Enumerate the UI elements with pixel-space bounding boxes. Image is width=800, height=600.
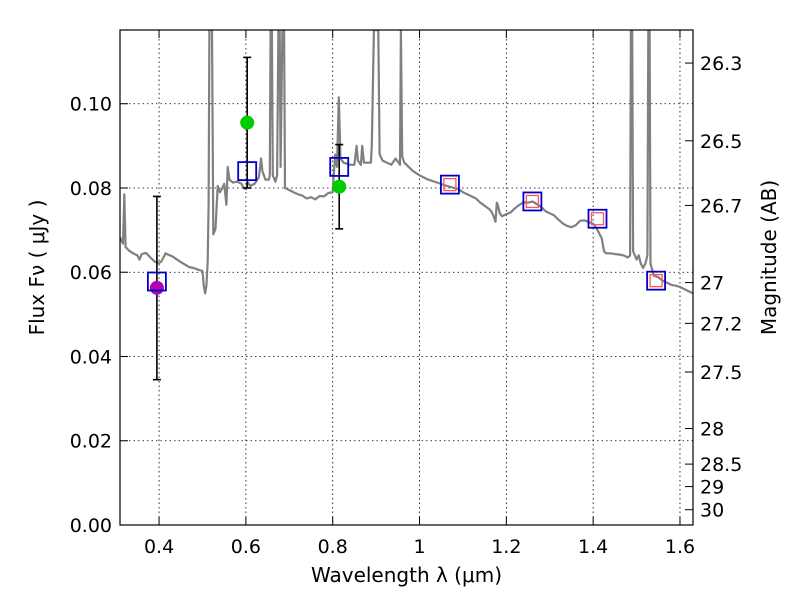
- y2-tick-label: 27.5: [700, 362, 742, 384]
- model-flux-square: [329, 157, 350, 177]
- photometry-series: [146, 56, 667, 381]
- plot-area-frame: [119, 29, 694, 526]
- spectrum-line: [120, 30, 693, 295]
- y2-tick-label: 27: [700, 273, 724, 295]
- x-tick-label: 0.4: [144, 536, 174, 558]
- y-tick-label: 0.06: [70, 262, 112, 284]
- y2-tick-label: 28: [700, 418, 724, 440]
- axis-ticks: 0.4 0.6 0.8 1 1.2 1.4 1.6 0.00 0.02 0.04 0.06 0.08 0…: [70, 30, 742, 558]
- y-tick-label: 0.00: [70, 515, 112, 537]
- x-tick-label: 0.6: [231, 536, 261, 558]
- y2-axis-title: Magnitude (AB): [757, 180, 781, 335]
- model-flux-square: [146, 271, 167, 292]
- model-flux-square: [522, 191, 543, 212]
- y2-tick-label: 26.3: [700, 53, 742, 75]
- y2-tick-label: 27.2: [700, 313, 742, 335]
- y2-tick-label: 30: [700, 500, 724, 522]
- observed-flux-square: [443, 177, 457, 192]
- y-tick-label: 0.08: [70, 178, 112, 200]
- x-tick-label: 1: [413, 536, 425, 558]
- photometry-point: [149, 280, 164, 295]
- observed-flux-square: [590, 212, 605, 226]
- x-tick-label: 1.4: [578, 536, 608, 558]
- y-axis-title: Flux Fν ( μJy ): [25, 200, 49, 336]
- spectrum-series: [120, 30, 693, 295]
- model-flux-square: [646, 270, 667, 291]
- observed-flux-square: [525, 194, 540, 209]
- model-flux-square: [237, 161, 258, 182]
- photometry-point: [332, 179, 347, 194]
- y-tick-label: 0.04: [70, 346, 112, 368]
- x-tick-label: 0.8: [318, 536, 348, 558]
- observed-flux-square: [649, 274, 663, 288]
- y2-tick-label: 28.5: [700, 454, 742, 476]
- x-tick-label: 1.2: [491, 536, 521, 558]
- y-tick-label: 0.10: [70, 94, 112, 116]
- y-tick-label: 0.02: [70, 431, 112, 453]
- x-tick-label: 1.6: [665, 536, 695, 558]
- photometry-point: [240, 115, 255, 130]
- x-axis-title: Wavelength λ (μm): [311, 563, 502, 587]
- y2-tick-label: 26.5: [700, 131, 742, 153]
- model-flux-square: [587, 208, 608, 229]
- model-flux-square: [440, 174, 460, 195]
- y2-tick-label: 29: [700, 477, 724, 499]
- y2-tick-label: 26.7: [700, 195, 742, 217]
